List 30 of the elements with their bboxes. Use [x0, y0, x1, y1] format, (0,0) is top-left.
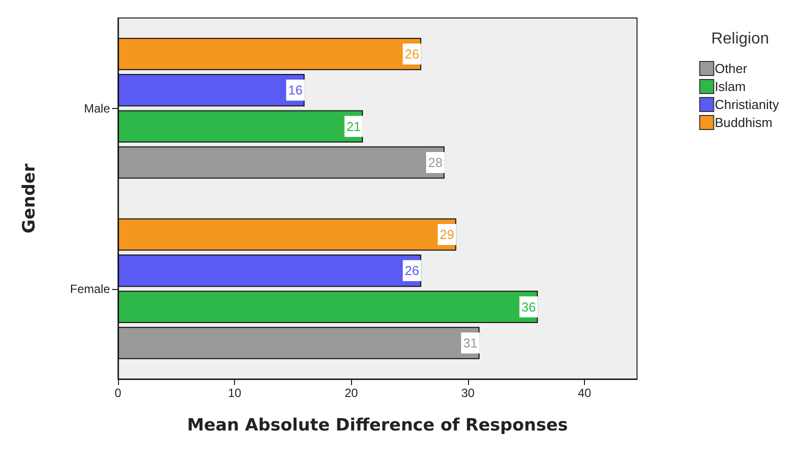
data-label: 29: [440, 227, 454, 242]
bar: [118, 146, 445, 179]
x-axis-title: Mean Absolute Difference of Responses: [187, 416, 568, 436]
legend-label: Other: [714, 61, 748, 76]
data-label: 36: [521, 299, 536, 314]
x-tick-label: 40: [578, 386, 592, 400]
bar: [118, 326, 480, 360]
data-label: 26: [404, 46, 420, 62]
legend-label: Christianity: [714, 97, 780, 112]
bar: [118, 110, 363, 142]
legend-label: Islam: [714, 79, 746, 94]
data-label: 28: [428, 155, 443, 170]
legend-label: Buddhism: [714, 115, 773, 130]
y-tick-label: Female: [70, 282, 110, 296]
x-tick-label: 0: [114, 386, 122, 400]
data-label: 21: [346, 118, 361, 134]
bar: [118, 38, 422, 70]
data-label: 31: [463, 336, 478, 350]
bar: [118, 218, 456, 251]
bar: [118, 254, 422, 287]
legend-title: Religion: [711, 30, 769, 48]
y-tick-label: Male: [84, 101, 110, 116]
data-label: 26: [404, 263, 420, 278]
x-tick-label: 20: [344, 386, 358, 400]
bar: [118, 290, 538, 323]
x-tick-label: 10: [228, 386, 242, 400]
x-tick-label: 30: [461, 386, 475, 400]
y-axis-title: Gender: [20, 163, 40, 234]
bar: [118, 74, 305, 106]
data-label: 16: [288, 82, 303, 98]
